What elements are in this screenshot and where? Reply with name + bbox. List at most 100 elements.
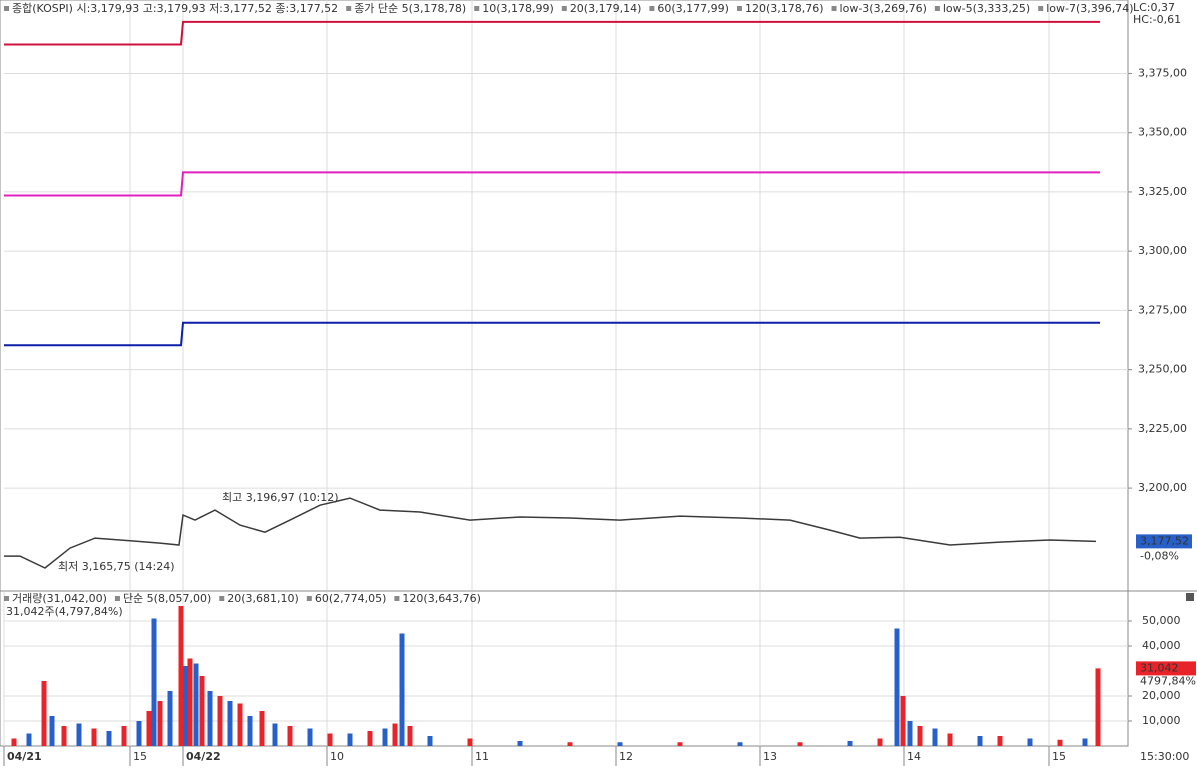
legend-entry: 60(2,774,05) — [315, 592, 387, 605]
volume-bar — [227, 701, 233, 746]
legend-swatch — [649, 6, 655, 11]
volume-bar — [287, 726, 293, 746]
legend-entry: 60(3,177,99) — [657, 2, 729, 15]
legend-entry: 120(3,178,76) — [745, 2, 824, 15]
volume-bar — [327, 733, 333, 746]
last-price: 3,177,52 — [1140, 534, 1189, 547]
volume-bar — [307, 728, 313, 746]
volume-bar — [272, 723, 278, 746]
legend-swatch — [219, 596, 225, 601]
x-tick-label: 04/22 — [186, 750, 221, 763]
x-tick-label: 15 — [133, 750, 147, 763]
volume-bar — [1057, 739, 1063, 746]
volume-bar — [146, 711, 152, 746]
volume-bar — [1082, 738, 1088, 746]
volume-bar — [977, 736, 983, 746]
volume-bar — [900, 696, 906, 746]
y-tick-label: 20,000 — [1142, 689, 1181, 702]
x-tick-label: 10 — [330, 750, 344, 763]
volume-bar — [567, 742, 573, 746]
volume-bar — [1095, 668, 1101, 746]
legend-swatch — [736, 6, 742, 11]
volume-bar — [106, 731, 112, 746]
volume-bar — [1027, 738, 1033, 746]
price-line — [4, 497, 1097, 569]
volume-bar — [517, 741, 523, 746]
y-tick-label: 10,000 — [1142, 714, 1181, 727]
panel-button[interactable] — [1186, 593, 1194, 601]
legend-entry: 120(3,643,76) — [402, 592, 481, 605]
legend-entry: low-5(3,333,25) — [943, 2, 1030, 15]
volume-bar — [894, 628, 900, 746]
volume-bar — [187, 658, 193, 746]
annotation-low: 최저 3,165,75 (14:24) — [58, 560, 175, 573]
volume-bar — [737, 742, 743, 746]
last-volume-box — [1136, 661, 1196, 676]
last-volume: 31,042 — [1140, 661, 1179, 674]
plot-frame — [0, 0, 1129, 747]
volume-bar — [847, 741, 853, 746]
x-tick-label: 14 — [907, 750, 921, 763]
legend-swatch — [474, 6, 480, 11]
volume-bar — [136, 721, 142, 746]
volume-bar — [797, 742, 803, 746]
legend-entry: low-3(3,269,76) — [840, 2, 927, 15]
legend-entry: low-7(3,396,74) — [1046, 2, 1133, 15]
legend-swatch — [306, 596, 312, 601]
volume-bar — [237, 703, 243, 746]
corner-label: LC:0,37 — [1133, 1, 1175, 14]
volume-bar — [407, 726, 413, 746]
y-tick-label: 3,275,00 — [1138, 303, 1187, 316]
volume-bar — [932, 728, 938, 746]
volume-bar — [199, 676, 205, 746]
volume-bar — [617, 742, 623, 746]
y-tick-label: 40,000 — [1142, 639, 1181, 652]
volume-bar — [399, 633, 405, 746]
volume-bar — [427, 736, 433, 746]
volume-bar — [157, 701, 163, 746]
legend-swatch — [561, 6, 567, 11]
legend-entry: 종가 단순 5(3,178,78) — [354, 2, 466, 15]
volume-bar — [467, 738, 473, 746]
legend-swatch — [4, 6, 9, 11]
volume-subtitle: 31,042주(4,797,84%) — [6, 605, 123, 618]
legend-entry: 20(3,179,14) — [570, 2, 642, 15]
legend-swatch — [831, 6, 837, 11]
price-line — [4, 171, 1100, 197]
corner-label: HC:-0,61 — [1133, 13, 1181, 26]
y-tick-label: 3,325,00 — [1138, 185, 1187, 198]
volume-bar — [997, 736, 1003, 746]
volume-bar — [347, 733, 353, 746]
volume-bar — [26, 733, 32, 746]
x-tick-label: 12 — [619, 750, 633, 763]
x-tick-label: 15 — [1052, 750, 1066, 763]
annotation-high: 최고 3,196,97 (10:12) — [222, 491, 339, 504]
volume-bar — [207, 691, 213, 746]
x-tick-label: 04/21 — [7, 750, 42, 763]
y-tick-label: 3,375,00 — [1138, 66, 1187, 79]
legend-entry: 거래량(31,042,00) — [12, 592, 107, 605]
last-change: -0,08% — [1140, 549, 1179, 562]
y-tick-label: 3,225,00 — [1138, 422, 1187, 435]
volume-bar — [91, 728, 97, 746]
legend-entry: 20(3,681,10) — [227, 592, 299, 605]
legend-swatch — [114, 596, 120, 601]
legend-entry: 종합(KOSPI) 시:3,179,93 고:3,179,93 저:3,177,… — [12, 2, 338, 15]
price-line — [4, 321, 1100, 347]
last-price-box — [1136, 534, 1192, 549]
volume-bar — [178, 606, 184, 746]
volume-bar — [183, 666, 189, 746]
y-tick-label: 3,200,00 — [1138, 481, 1187, 494]
volume-bar — [367, 731, 373, 746]
x-tick-label: 11 — [475, 750, 489, 763]
legend-entry: 10(3,178,99) — [482, 2, 554, 15]
volume-bar — [41, 681, 47, 746]
time-label: 15:30:00 — [1140, 750, 1189, 763]
legend-swatch — [1038, 6, 1044, 11]
y-tick-label: 3,250,00 — [1138, 363, 1187, 376]
volume-bar — [217, 696, 223, 746]
y-tick-label: 3,350,00 — [1138, 126, 1187, 139]
x-tick-label: 13 — [763, 750, 777, 763]
